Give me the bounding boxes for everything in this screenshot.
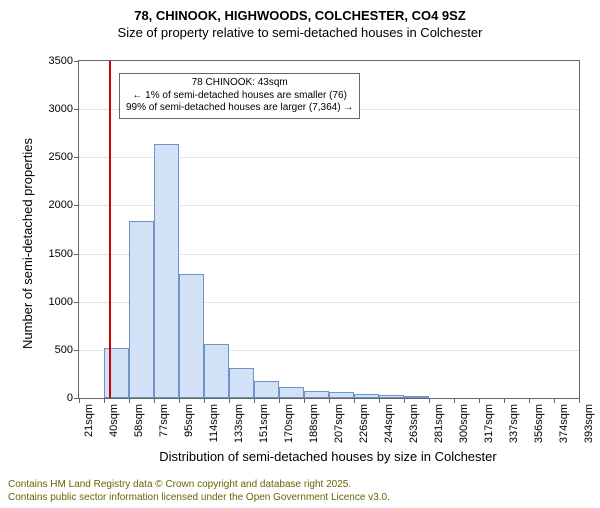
y-tick-label: 3000	[49, 103, 73, 115]
x-tick	[554, 398, 555, 403]
y-tick-label: 500	[55, 344, 73, 356]
x-tick	[504, 398, 505, 403]
histogram-bar	[404, 396, 429, 398]
x-tick-label: 393sqm	[583, 404, 595, 443]
x-tick	[354, 398, 355, 403]
x-tick-label: 58sqm	[133, 404, 145, 437]
y-tick	[74, 254, 79, 255]
histogram-bar	[354, 394, 379, 398]
histogram-bar	[304, 391, 329, 398]
y-tick	[74, 302, 79, 303]
footer-attribution: Contains HM Land Registry data © Crown c…	[8, 479, 390, 504]
x-tick-label: 151sqm	[258, 404, 270, 443]
x-tick	[79, 398, 80, 403]
x-tick-label: 170sqm	[283, 404, 295, 443]
x-tick	[379, 398, 380, 403]
x-tick-label: 263sqm	[408, 404, 420, 443]
x-tick-label: 40sqm	[108, 404, 120, 437]
x-tick-label: 374sqm	[558, 404, 570, 443]
x-tick-label: 337sqm	[508, 404, 520, 443]
x-tick-label: 207sqm	[333, 404, 345, 443]
x-tick	[129, 398, 130, 403]
histogram-bar	[229, 368, 254, 398]
histogram-bar	[179, 274, 204, 398]
x-tick-label: 133sqm	[233, 404, 245, 443]
y-tick-label: 0	[67, 392, 73, 404]
x-tick	[254, 398, 255, 403]
y-tick-label: 1000	[49, 296, 73, 308]
x-tick	[329, 398, 330, 403]
x-tick-label: 21sqm	[83, 404, 95, 437]
y-tick-label: 3500	[49, 55, 73, 67]
x-tick	[154, 398, 155, 403]
x-tick	[404, 398, 405, 403]
x-tick	[204, 398, 205, 403]
x-tick	[579, 398, 580, 403]
histogram-bar	[254, 381, 279, 398]
x-tick-label: 77sqm	[158, 404, 170, 437]
histogram-bar	[154, 144, 179, 398]
histogram-bar	[279, 387, 304, 398]
x-tick	[479, 398, 480, 403]
x-tick-label: 300sqm	[458, 404, 470, 443]
histogram-bar	[379, 395, 404, 398]
histogram-bar	[204, 344, 229, 398]
y-tick-label: 1500	[49, 248, 73, 260]
x-tick	[279, 398, 280, 403]
x-tick-label: 188sqm	[308, 404, 320, 443]
y-tick-label: 2000	[49, 199, 73, 211]
x-tick-label: 226sqm	[358, 404, 370, 443]
histogram-bar	[329, 392, 354, 398]
x-tick-label: 95sqm	[183, 404, 195, 437]
x-tick	[454, 398, 455, 403]
x-tick	[104, 398, 105, 403]
x-tick	[179, 398, 180, 403]
x-axis-title: Distribution of semi-detached houses by …	[78, 449, 578, 464]
chart-area: 0 500 1000 1500 2000 2500 3000 3500 21sqm 40sqm 58…	[0, 8, 600, 508]
y-tick	[74, 350, 79, 351]
plot-area: 050010001500200025003000350021sqm40sqm58…	[78, 60, 580, 399]
x-tick	[429, 398, 430, 403]
histogram-bar	[129, 221, 154, 398]
annotation-line: ← 1% of semi-detached houses are smaller…	[126, 90, 353, 103]
x-tick-label: 281sqm	[433, 404, 445, 443]
reference-line	[109, 61, 111, 398]
y-tick	[74, 205, 79, 206]
x-tick-label: 114sqm	[208, 404, 220, 442]
x-tick-label: 356sqm	[533, 404, 545, 443]
y-tick	[74, 109, 79, 110]
annotation-line: 99% of semi-detached houses are larger (…	[126, 102, 353, 115]
annotation-box: 78 CHINOOK: 43sqm← 1% of semi-detached h…	[119, 73, 360, 119]
y-axis-title: Number of semi-detached properties	[20, 138, 35, 349]
y-tick	[74, 61, 79, 62]
y-tick	[74, 157, 79, 158]
x-tick	[304, 398, 305, 403]
y-tick-label: 2500	[49, 151, 73, 163]
x-tick	[229, 398, 230, 403]
x-tick	[529, 398, 530, 403]
footer-line-1: Contains HM Land Registry data © Crown c…	[8, 479, 390, 492]
annotation-line: 78 CHINOOK: 43sqm	[126, 77, 353, 90]
footer-line-2: Contains public sector information licen…	[8, 492, 390, 505]
x-tick-label: 244sqm	[383, 404, 395, 443]
x-tick-label: 317sqm	[483, 404, 495, 443]
